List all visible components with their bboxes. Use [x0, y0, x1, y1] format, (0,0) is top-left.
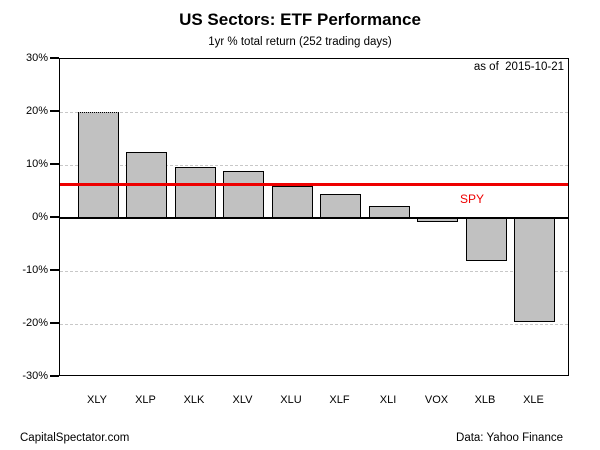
gridline-20 — [60, 112, 568, 113]
y-axis-tick-label--30: -30% — [22, 370, 48, 382]
bar-XLK — [174, 166, 216, 218]
bar-XLY — [77, 112, 119, 218]
bar-XLI — [368, 205, 410, 218]
data-source-credit: Data: Yahoo Finance — [456, 432, 563, 444]
spy-reference-label: SPY — [460, 192, 485, 206]
y-axis-tick-mark-10 — [50, 163, 59, 165]
bar-XLF — [320, 194, 361, 218]
spy-reference-line — [60, 183, 568, 187]
bar-VOX — [417, 218, 458, 222]
y-axis-tick-label--10: -10% — [22, 264, 48, 276]
bar-XLV — [223, 171, 264, 218]
y-axis-tick-mark--30 — [50, 375, 59, 377]
gridline-10 — [60, 165, 568, 166]
x-axis-label-XLI: XLI — [379, 394, 397, 406]
bar-XLB — [465, 218, 507, 261]
x-axis-label-XLE: XLE — [523, 394, 544, 406]
y-axis-tick-mark-0 — [50, 216, 59, 218]
chart-subtitle: 1yr % total return (252 trading days) — [208, 36, 392, 48]
x-axis-label-XLV: XLV — [232, 394, 253, 406]
bar-XLU — [271, 185, 313, 218]
y-axis-tick-mark-20 — [50, 110, 59, 112]
y-axis-tick-label-0: 0% — [32, 211, 48, 223]
x-axis-label-VOX: VOX — [424, 394, 449, 406]
y-axis-tick-label-20: 20% — [25, 105, 48, 117]
x-axis-label-XLB: XLB — [474, 394, 496, 406]
gridline--10 — [60, 271, 568, 272]
plot-area: as of 2015-10-21 SPY — [59, 58, 569, 376]
bar-XLE — [514, 218, 555, 322]
y-axis-tick-label-10: 10% — [25, 158, 48, 170]
x-axis-label-XLY: XLY — [87, 394, 107, 406]
as-of-date-annotation: as of 2015-10-21 — [473, 61, 564, 73]
x-axis-label-XLF: XLF — [329, 394, 350, 406]
source-site-credit: CapitalSpectator.com — [20, 432, 130, 444]
x-axis-label-XLK: XLK — [183, 394, 205, 406]
y-axis-tick-mark-30 — [50, 57, 59, 59]
zero-axis-line — [60, 217, 568, 219]
x-axis-label-XLU: XLU — [280, 394, 302, 406]
y-axis-tick-mark--10 — [50, 269, 59, 271]
y-axis-tick-mark--20 — [50, 322, 59, 324]
gridline--20 — [60, 324, 568, 325]
y-axis-tick-label-30: 30% — [25, 52, 48, 64]
x-axis-label-XLP: XLP — [135, 394, 156, 406]
chart-title: US Sectors: ETF Performance — [179, 10, 421, 29]
y-axis-tick-label--20: -20% — [22, 317, 48, 329]
